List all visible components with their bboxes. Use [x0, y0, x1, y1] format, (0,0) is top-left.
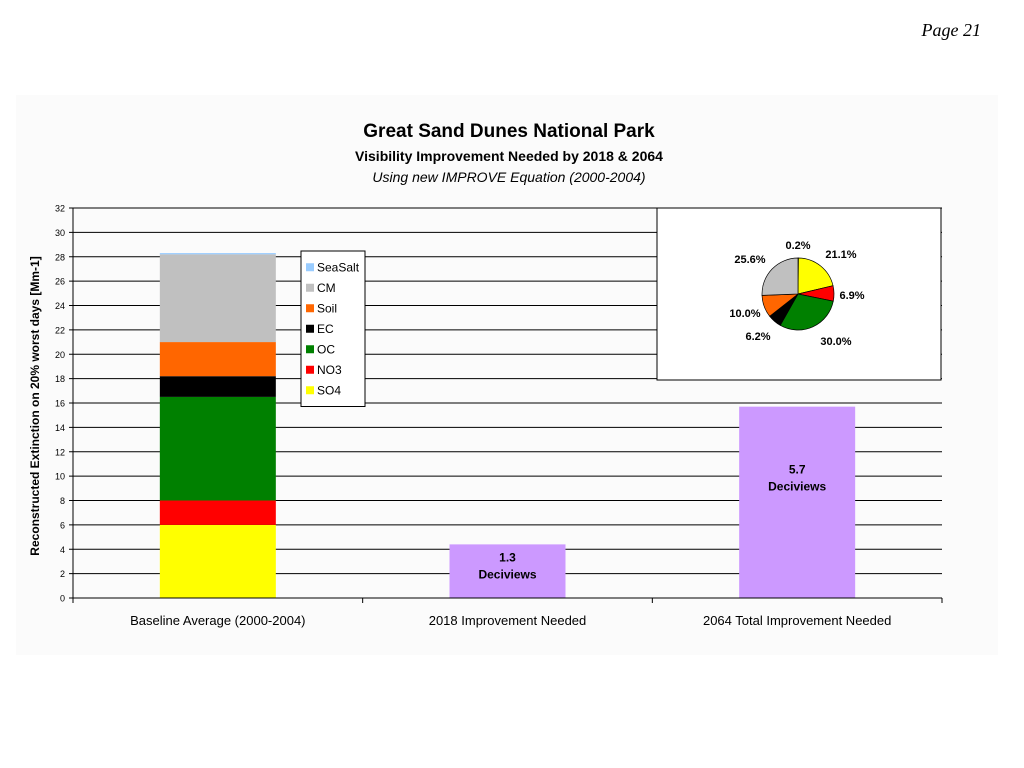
chart-container: Great Sand Dunes National Park Visibilit…	[16, 95, 998, 655]
legend-label-so4: SO4	[317, 383, 341, 397]
legend-swatch-no3	[306, 365, 314, 374]
bar-data-label-value-1: 1.3	[499, 550, 516, 564]
legend-swatch-soil	[306, 304, 314, 313]
legend-label-soil: Soil	[317, 301, 337, 315]
legend-swatch-cm	[306, 283, 314, 292]
ytick-label-28: 28	[55, 252, 65, 262]
pie-label-soil: 10.0%	[729, 308, 760, 320]
legend-swatch-seasalt	[306, 263, 314, 272]
ytick-label-18: 18	[55, 374, 65, 384]
bar-segment-ec	[159, 376, 276, 397]
bar-data-label-unit-2: Deciviews	[768, 480, 826, 494]
legend-swatch-oc	[306, 345, 314, 354]
legend-label-seasalt: SeaSalt	[317, 260, 360, 274]
page-number: Page 21	[921, 20, 981, 40]
ytick-label-8: 8	[60, 496, 65, 506]
ytick-label-12: 12	[55, 447, 65, 457]
ytick-label-24: 24	[55, 301, 65, 311]
ytick-label-6: 6	[60, 520, 65, 530]
legend: SeaSalt CM Soil EC OC NO3 SO4	[300, 250, 366, 407]
axes	[72, 208, 943, 603]
chart-subtitle: Visibility Improvement Needed by 2018 & …	[355, 148, 663, 164]
chart-title: Great Sand Dunes National Park	[363, 121, 655, 142]
y-axis-label: Reconstructed Extinction on 20% worst da…	[28, 256, 42, 555]
ytick-label-22: 22	[55, 325, 65, 335]
ytick-label-4: 4	[60, 545, 65, 555]
bar-segment-so4	[159, 524, 276, 598]
ytick-label-20: 20	[55, 350, 65, 360]
xtick-label-2: 2064 Total Improvement Needed	[703, 613, 891, 628]
pie-label-oc: 30.0%	[820, 336, 851, 348]
chart-subtitle-2: Using new IMPROVE Equation (2000-2004)	[372, 169, 645, 185]
bars: 1.3 Deciviews 5.7 Deciviews	[159, 253, 856, 598]
legend-swatch-ec	[306, 324, 314, 333]
ytick-label-32: 32	[55, 204, 65, 214]
ytick-label-2: 2	[60, 569, 65, 579]
bar-segment-oc	[159, 396, 276, 501]
ytick-label-16: 16	[55, 399, 65, 409]
bar-segment-cm	[159, 254, 276, 343]
pie-slice-oc	[779, 293, 834, 331]
pie-slice-cm	[761, 257, 799, 296]
bar-data-label-unit-1: Deciviews	[478, 567, 536, 581]
pie-label-cm: 25.6%	[734, 254, 765, 266]
ytick-label-0: 0	[60, 594, 65, 604]
ytick-label-14: 14	[55, 423, 65, 433]
pie-label-seasalt: 0.2%	[785, 240, 810, 252]
bar-improvement-1	[449, 544, 566, 598]
pie-inset: 0.2% 21.1% 6.9% 30.0% 6.2% 10.0% 25.6%	[656, 207, 942, 381]
pie-slice-so4	[797, 257, 834, 295]
xtick-label-0: Baseline Average (2000-2004)	[130, 613, 305, 628]
bar-improvement-2	[739, 406, 856, 598]
pie-label-no3: 6.9%	[839, 290, 864, 302]
pie-label-so4: 21.1%	[825, 249, 856, 261]
ytick-label-30: 30	[55, 228, 65, 238]
ytick-label-26: 26	[55, 277, 65, 287]
xtick-label-1: 2018 Improvement Needed	[429, 613, 587, 628]
legend-label-oc: OC	[317, 342, 335, 356]
ytick-label-10: 10	[55, 472, 65, 482]
legend-label-no3: NO3	[317, 363, 342, 377]
bar-segment-seasalt	[159, 253, 276, 255]
chart-svg: Great Sand Dunes National Park Visibilit…	[28, 121, 943, 628]
bar-segment-soil	[159, 342, 276, 377]
x-tick-labels: Baseline Average (2000-2004) 2018 Improve…	[130, 613, 891, 628]
legend-swatch-so4	[306, 386, 314, 395]
bar-data-label-value-2: 5.7	[789, 463, 806, 477]
legend-label-cm: CM	[317, 281, 336, 295]
legend-label-ec: EC	[317, 322, 334, 336]
bar-segment-no3	[159, 500, 276, 525]
pie-label-ec: 6.2%	[745, 331, 770, 343]
